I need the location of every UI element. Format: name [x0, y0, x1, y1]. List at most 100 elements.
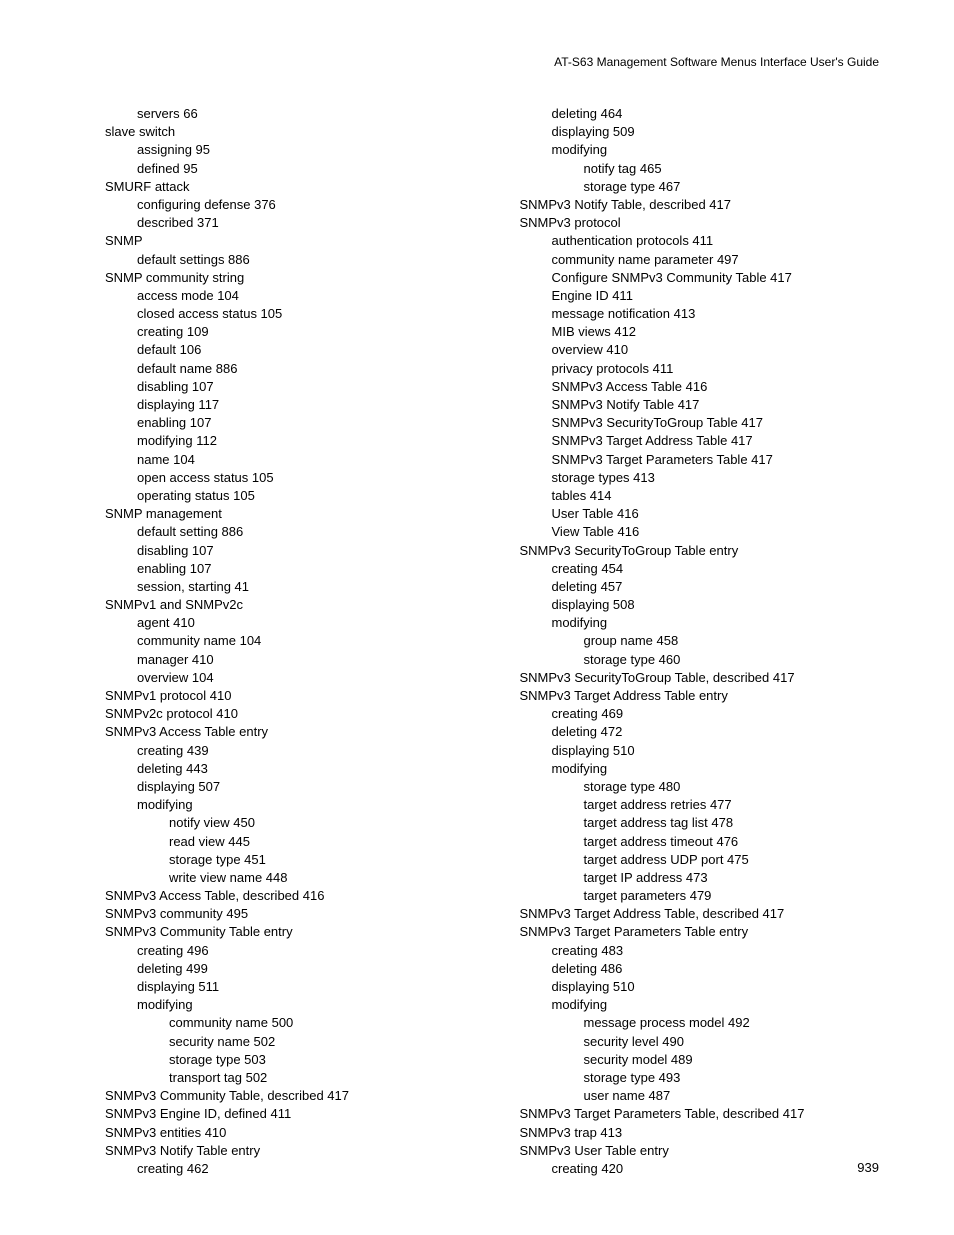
index-entry: SNMPv3 Notify Table, described 417: [520, 196, 895, 214]
index-entry: SNMPv3 Target Parameters Table 417: [520, 451, 895, 469]
index-entry: open access status 105: [105, 469, 480, 487]
index-entry: security model 489: [520, 1051, 895, 1069]
index-entry: defined 95: [105, 160, 480, 178]
index-entry: community name 104: [105, 632, 480, 650]
index-entry: assigning 95: [105, 141, 480, 159]
index-entry: creating 462: [105, 1160, 480, 1178]
index-entry: SNMPv3 trap 413: [520, 1124, 895, 1142]
index-entry: target address UDP port 475: [520, 851, 895, 869]
index-entry: manager 410: [105, 651, 480, 669]
index-entry: storage type 451: [105, 851, 480, 869]
page-header: AT-S63 Management Software Menus Interfa…: [554, 55, 879, 69]
index-entry: displaying 507: [105, 778, 480, 796]
index-entry: notify view 450: [105, 814, 480, 832]
index-entry: creating 454: [520, 560, 895, 578]
index-entry: servers 66: [105, 105, 480, 123]
index-entry: SNMP management: [105, 505, 480, 523]
index-entry: target address tag list 478: [520, 814, 895, 832]
index-entry: target address timeout 476: [520, 833, 895, 851]
index-entry: name 104: [105, 451, 480, 469]
index-entry: displaying 117: [105, 396, 480, 414]
index-entry: modifying: [520, 760, 895, 778]
index-entry: SNMPv3 Access Table 416: [520, 378, 895, 396]
index-entry: storage types 413: [520, 469, 895, 487]
index-entry: modifying: [520, 614, 895, 632]
index-entry: write view name 448: [105, 869, 480, 887]
index-content: servers 66slave switchassigning 95define…: [105, 105, 894, 1178]
index-entry: configuring defense 376: [105, 196, 480, 214]
index-entry: enabling 107: [105, 414, 480, 432]
index-entry: creating 469: [520, 705, 895, 723]
index-entry: SNMPv3 Notify Table entry: [105, 1142, 480, 1160]
index-entry: displaying 510: [520, 742, 895, 760]
index-entry: SNMPv3 SecurityToGroup Table, described …: [520, 669, 895, 687]
index-entry: storage type 493: [520, 1069, 895, 1087]
index-entry: group name 458: [520, 632, 895, 650]
index-entry: transport tag 502: [105, 1069, 480, 1087]
index-entry: modifying 112: [105, 432, 480, 450]
index-entry: creating 496: [105, 942, 480, 960]
index-entry: storage type 503: [105, 1051, 480, 1069]
index-entry: SNMPv3 SecurityToGroup Table 417: [520, 414, 895, 432]
index-entry: deleting 472: [520, 723, 895, 741]
index-entry: SNMPv3 Target Parameters Table entry: [520, 923, 895, 941]
page-number: 939: [857, 1160, 879, 1175]
index-entry: deleting 457: [520, 578, 895, 596]
index-entry: SNMPv3 Target Address Table 417: [520, 432, 895, 450]
index-entry: modifying: [520, 996, 895, 1014]
index-entry: default settings 886: [105, 251, 480, 269]
index-entry: SNMPv3 Notify Table 417: [520, 396, 895, 414]
index-entry: slave switch: [105, 123, 480, 141]
index-entry: storage type 480: [520, 778, 895, 796]
index-entry: SNMPv3 SecurityToGroup Table entry: [520, 542, 895, 560]
index-entry: SNMPv3 Community Table entry: [105, 923, 480, 941]
index-entry: displaying 509: [520, 123, 895, 141]
index-entry: SNMP community string: [105, 269, 480, 287]
index-entry: enabling 107: [105, 560, 480, 578]
index-entry: tables 414: [520, 487, 895, 505]
left-column: servers 66slave switchassigning 95define…: [105, 105, 480, 1178]
index-entry: displaying 510: [520, 978, 895, 996]
index-entry: disabling 107: [105, 542, 480, 560]
index-entry: described 371: [105, 214, 480, 232]
index-entry: deleting 464: [520, 105, 895, 123]
index-entry: target parameters 479: [520, 887, 895, 905]
index-entry: modifying: [105, 796, 480, 814]
index-entry: Engine ID 411: [520, 287, 895, 305]
index-entry: community name 500: [105, 1014, 480, 1032]
index-entry: SNMPv3 Target Address Table entry: [520, 687, 895, 705]
index-entry: View Table 416: [520, 523, 895, 541]
index-entry: closed access status 105: [105, 305, 480, 323]
index-entry: deleting 443: [105, 760, 480, 778]
index-entry: notify tag 465: [520, 160, 895, 178]
index-entry: SNMPv3 Access Table, described 416: [105, 887, 480, 905]
index-entry: deleting 486: [520, 960, 895, 978]
index-entry: SNMPv3 Target Address Table, described 4…: [520, 905, 895, 923]
index-entry: creating 439: [105, 742, 480, 760]
index-entry: SNMPv2c protocol 410: [105, 705, 480, 723]
index-entry: SNMPv3 Access Table entry: [105, 723, 480, 741]
index-entry: SNMPv3 community 495: [105, 905, 480, 923]
index-entry: overview 410: [520, 341, 895, 359]
index-entry: default setting 886: [105, 523, 480, 541]
index-entry: target address retries 477: [520, 796, 895, 814]
right-column: deleting 464displaying 509modifyingnotif…: [520, 105, 895, 1178]
index-entry: storage type 460: [520, 651, 895, 669]
index-entry: authentication protocols 411: [520, 232, 895, 250]
index-entry: displaying 511: [105, 978, 480, 996]
index-entry: storage type 467: [520, 178, 895, 196]
index-entry: agent 410: [105, 614, 480, 632]
index-entry: read view 445: [105, 833, 480, 851]
index-entry: SNMPv3 protocol: [520, 214, 895, 232]
index-entry: modifying: [520, 141, 895, 159]
index-entry: message process model 492: [520, 1014, 895, 1032]
index-entry: SNMPv3 entities 410: [105, 1124, 480, 1142]
index-entry: default 106: [105, 341, 480, 359]
index-entry: user name 487: [520, 1087, 895, 1105]
index-entry: creating 109: [105, 323, 480, 341]
index-entry: security level 490: [520, 1033, 895, 1051]
index-entry: SNMPv3 Target Parameters Table, describe…: [520, 1105, 895, 1123]
index-entry: creating 420: [520, 1160, 895, 1178]
index-entry: target IP address 473: [520, 869, 895, 887]
index-entry: community name parameter 497: [520, 251, 895, 269]
